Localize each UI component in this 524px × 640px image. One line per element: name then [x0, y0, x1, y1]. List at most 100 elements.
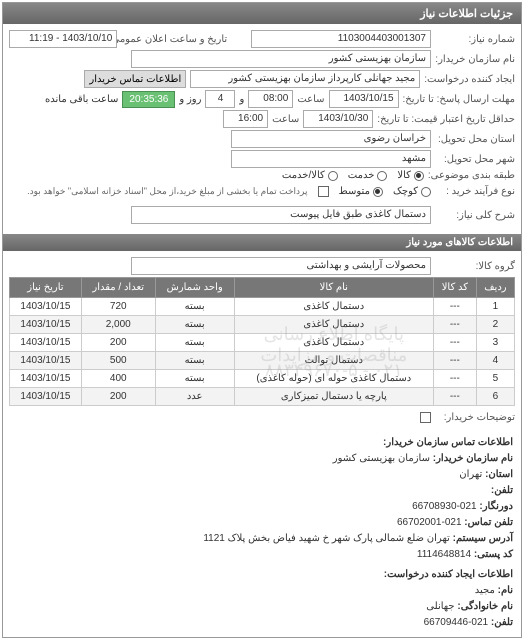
radio-goods[interactable]: کالا [397, 170, 424, 181]
days-suffix: روز و [179, 94, 201, 105]
goods-section-header: اطلاعات کالاهای مورد نیاز [3, 234, 521, 251]
creator-header: اطلاعات ایجاد کننده درخواست: [11, 567, 513, 583]
table-cell: بسته [155, 352, 234, 370]
category-radio-group: کالا خدمت کالا/خدمت [282, 170, 424, 181]
name-value: مجید [475, 585, 495, 596]
table-cell: عدد [155, 388, 234, 406]
treasury-checkbox[interactable] [318, 186, 329, 197]
radio-small[interactable]: کوچک [393, 186, 431, 197]
table-row[interactable]: 3---دستمال کاغذیپایگاه اطلاع رسانی مناقص… [10, 334, 515, 352]
process-label: نوع فرآیند خرید : [435, 186, 515, 197]
table-cell: 1403/10/15 [10, 388, 82, 406]
zip-value: 1114648814 [417, 549, 471, 560]
radio-service[interactable]: خدمت [348, 170, 388, 181]
radio-both[interactable]: کالا/خدمت [282, 170, 338, 181]
table-header: ردیف [476, 278, 514, 298]
table-row[interactable]: 4---دستمال توالتبسته5001403/10/15 [10, 352, 515, 370]
table-cell: --- [433, 334, 476, 352]
table-cell: 2 [476, 316, 514, 334]
buyer-notes-checkbox[interactable] [420, 412, 431, 423]
post-label: تلفن تماس: [464, 517, 513, 528]
fax-value: 021-66708930 [412, 501, 477, 512]
process-radio-group: کوچک متوسط پرداخت تمام یا بخشی از مبلغ خ… [27, 183, 431, 200]
table-row[interactable]: 5---دستمال کاغذی حوله ای (حوله کاغذی)۰۲۱… [10, 370, 515, 388]
deadline-time-field: 08:00 [248, 90, 293, 108]
desc-field: دستمال کاغذی طبق فایل پیوست [131, 206, 431, 224]
tel-label: تلفن: [491, 485, 513, 496]
contact-button[interactable]: اطلاعات تماس خریدار [84, 70, 186, 88]
addr-value: تهران ضلع شمالی پارک شهر خ شهید فیاض بخش… [203, 533, 450, 544]
request-no-field: 1103004403001307 [251, 30, 431, 48]
prov-label: استان: [485, 469, 513, 480]
province-label: استان محل تحویل: [435, 134, 515, 145]
table-row[interactable]: 1---دستمال کاغذیبسته7201403/10/15 [10, 298, 515, 316]
family-value: جهانلی [426, 601, 454, 612]
goods-table: ردیفکد کالانام کالاواحد شمارشتعداد / مقد… [9, 277, 515, 406]
org-value: سازمان بهزیستی کشور [333, 453, 430, 464]
table-cell: 200 [81, 388, 155, 406]
validity-label: حداقل تاریخ اعتبار قیمت: تا تاریخ: [377, 114, 515, 125]
group-label: گروه کالا: [435, 261, 515, 272]
fax-label: دورنگار: [479, 501, 513, 512]
validity-time-label: ساعت [272, 114, 299, 125]
table-cell: دستمال کاغذی [234, 298, 433, 316]
zip-label: کد پستی: [474, 549, 513, 560]
table-cell: دستمال کاغذیپایگاه اطلاع رسانی مناقصات و… [234, 334, 433, 352]
table-cell: --- [433, 352, 476, 370]
buyer-label: نام سازمان خریدار: [435, 54, 515, 65]
announce-field: 1403/10/10 - 11:19 [9, 30, 117, 48]
deadline-date-field: 1403/10/15 [329, 90, 399, 108]
table-cell: دستمال توالت [234, 352, 433, 370]
validity-time-field: 16:00 [223, 110, 268, 128]
org-label: نام سازمان خریدار: [433, 453, 513, 464]
name-label: نام: [498, 585, 513, 596]
radio-dot-icon [421, 187, 431, 197]
table-cell: بسته [155, 334, 234, 352]
table-cell: بسته [155, 298, 234, 316]
days-field: 4 [205, 90, 235, 108]
deadline-label: مهلت ارسال پاسخ: تا تاریخ: [403, 94, 515, 105]
table-cell: 1403/10/15 [10, 352, 82, 370]
table-cell: بسته [155, 316, 234, 334]
tel2-label: تلفن: [491, 617, 513, 628]
table-cell: 3 [476, 334, 514, 352]
table-cell: 200 [81, 334, 155, 352]
table-header: نام کالا [234, 278, 433, 298]
table-cell: --- [433, 298, 476, 316]
table-header: واحد شمارش [155, 278, 234, 298]
table-cell: 1403/10/15 [10, 316, 82, 334]
post-value: 021-66702001 [397, 517, 462, 528]
city-label: شهر محل تحویل: [435, 154, 515, 165]
table-row[interactable]: 6---پارچه یا دستمال تمیزکاریعدد2001403/1… [10, 388, 515, 406]
table-row[interactable]: 2---دستمال کاغذیبسته2,0001403/10/15 [10, 316, 515, 334]
table-cell: --- [433, 316, 476, 334]
radio-medium[interactable]: متوسط [339, 186, 383, 197]
radio-dot-icon [328, 171, 338, 181]
radio-dot-icon [377, 171, 387, 181]
table-cell: 5 [476, 370, 514, 388]
table-cell: 6 [476, 388, 514, 406]
table-cell: 1403/10/15 [10, 334, 82, 352]
table-cell: دستمال کاغذی [234, 316, 433, 334]
table-cell: دستمال کاغذی حوله ای (حوله کاغذی)۰۲۱ - ۸… [234, 370, 433, 388]
buyer-field: سازمان بهزیستی کشور [131, 50, 431, 68]
footer-header: اطلاعات تماس سازمان خریدار: [11, 435, 513, 451]
countdown-timer: 20:35:36 [122, 91, 175, 108]
remain-suffix: ساعت باقی مانده [45, 94, 118, 105]
table-header: تاریخ نیاز [10, 278, 82, 298]
table-cell: --- [433, 388, 476, 406]
table-cell: بسته [155, 370, 234, 388]
buyer-notes-label: توضیحات خریدار: [435, 412, 515, 423]
table-cell: 1 [476, 298, 514, 316]
prov-value: تهران [459, 469, 482, 480]
table-cell: 1403/10/15 [10, 370, 82, 388]
family-label: نام خانوادگی: [457, 601, 513, 612]
radio-dot-icon [373, 187, 383, 197]
creator-field: مجید جهانلی کارپرداز سازمان بهزیستی کشور [190, 70, 420, 88]
table-cell: 2,000 [81, 316, 155, 334]
table-cell: 720 [81, 298, 155, 316]
table-header: تعداد / مقدار [81, 278, 155, 298]
deadline-time-label: ساعت [297, 94, 324, 105]
days-prefix: و [239, 94, 244, 105]
creator-label: ایجاد کننده درخواست: [424, 74, 515, 85]
